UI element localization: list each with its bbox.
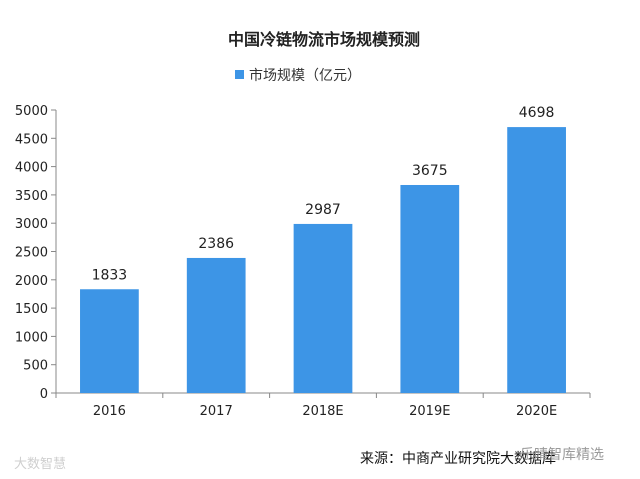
y-tick-label: 4000	[15, 161, 48, 176]
data-label-2019E: 3675	[412, 163, 448, 179]
x-tick-labels: 2016 2017 2018E 2019E 2020E	[93, 404, 557, 419]
watermark-left: 大数智慧	[14, 456, 66, 472]
x-tick-label: 2020E	[516, 404, 557, 419]
y-tick-label: 3000	[15, 217, 48, 232]
legend-label: 市场规模（亿元）	[249, 67, 361, 84]
source-text: 来源：中商产业研究院大数据库	[360, 451, 556, 467]
chart-title: 中国冷链物流市场规模预测	[228, 30, 420, 49]
x-tick-label: 2019E	[409, 404, 450, 419]
y-tick-label: 2000	[15, 274, 48, 289]
data-label-2020E: 4698	[519, 105, 555, 121]
x-tick-label: 2016	[93, 404, 126, 419]
bar-2020E	[507, 127, 566, 393]
x-tick-label: 2018E	[302, 404, 343, 419]
bar-2016	[80, 289, 139, 393]
y-tick-label: 5000	[15, 104, 48, 119]
x-tick-label: 2017	[200, 404, 233, 419]
bars	[80, 127, 566, 393]
data-label-2017: 2386	[198, 236, 234, 252]
data-labels: 1833 2386 2987 3675 4698	[92, 105, 555, 283]
y-tick-label: 1500	[15, 302, 48, 317]
y-tick-labels: 0 500 1000 1500 2000 2500 3000 3500 4000 4500 5000	[15, 104, 48, 402]
watermark-right: 乐晴智库精选	[520, 447, 604, 463]
bar-2017	[186, 257, 246, 393]
data-label-2018E: 2987	[305, 202, 341, 218]
legend: 市场规模（亿元）	[235, 67, 361, 84]
y-tick-label: 1000	[15, 330, 48, 345]
bar-2019E	[400, 184, 460, 393]
y-tick-label: 0	[40, 387, 48, 402]
y-tick-label: 2500	[15, 246, 48, 261]
legend-swatch	[235, 70, 244, 79]
y-tick-label: 4500	[15, 132, 48, 147]
y-tick-label: 3500	[15, 189, 48, 204]
y-tick-label: 500	[23, 359, 48, 374]
axes	[51, 109, 591, 398]
bar-2018E	[293, 223, 353, 393]
data-label-2016: 1833	[92, 267, 128, 283]
